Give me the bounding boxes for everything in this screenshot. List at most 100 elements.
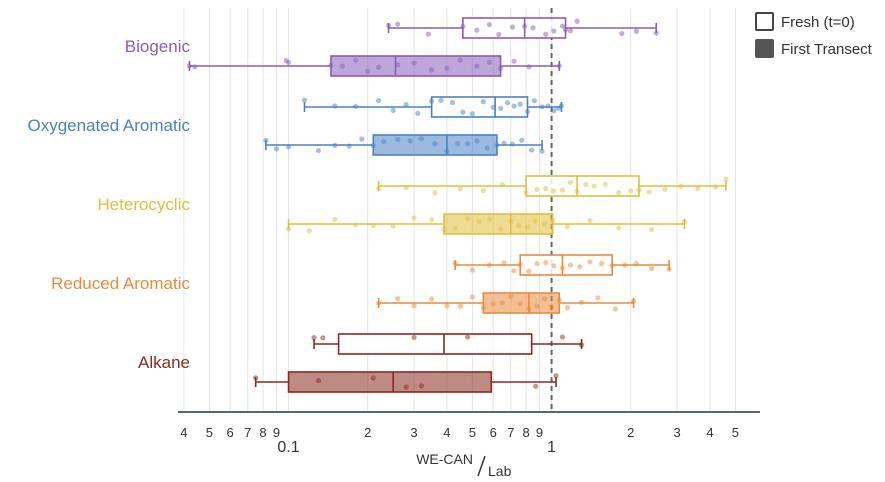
box-iqr	[287, 371, 493, 393]
data-point	[550, 217, 556, 224]
x-tick-label: 7	[244, 425, 251, 440]
data-point	[633, 28, 639, 34]
x-tick-label: 2	[627, 425, 634, 440]
data-point	[486, 216, 492, 222]
data-point	[490, 104, 496, 110]
data-point	[504, 100, 511, 106]
data-point	[353, 222, 359, 228]
x-label-denominator: Lab	[488, 463, 512, 479]
data-point	[395, 62, 401, 68]
data-point	[429, 67, 435, 73]
data-point	[370, 375, 376, 381]
data-point	[301, 97, 308, 103]
x-tick-label: 0.1	[277, 439, 299, 456]
data-point	[273, 146, 280, 152]
data-point	[315, 378, 322, 384]
data-point	[444, 148, 450, 154]
data-point	[556, 297, 562, 303]
data-point	[480, 188, 486, 194]
data-point	[285, 59, 292, 66]
category-label: Oxygenated Aromatic	[27, 116, 190, 135]
data-point	[559, 23, 566, 29]
box-transect	[265, 134, 543, 156]
data-point	[539, 148, 545, 154]
x-tick-label: 4	[443, 425, 450, 440]
data-point	[509, 24, 516, 30]
data-point	[619, 30, 625, 37]
data-point	[474, 63, 480, 69]
data-point	[332, 142, 338, 149]
data-point	[390, 107, 396, 114]
data-point	[285, 226, 292, 232]
data-point	[574, 18, 580, 24]
data-point	[695, 186, 701, 192]
legend-transect-label: First Transect	[781, 41, 873, 58]
data-point	[432, 141, 438, 147]
data-point	[559, 187, 566, 193]
data-point	[418, 136, 425, 142]
x-axis-label: WE-CAN Lab	[416, 451, 511, 479]
data-point	[486, 21, 492, 28]
data-point	[480, 99, 486, 105]
data-point	[192, 64, 198, 70]
data-point	[526, 268, 532, 274]
x-tick-label: 5	[469, 425, 476, 440]
data-point	[501, 140, 507, 146]
legend: Fresh (t=0) First Transect	[755, 12, 873, 58]
data-point	[556, 63, 562, 69]
data-point	[577, 264, 583, 270]
data-point	[390, 223, 396, 229]
data-point	[415, 110, 421, 116]
data-point	[551, 28, 557, 34]
data-point	[519, 137, 525, 143]
data-point	[636, 187, 642, 193]
data-point	[558, 103, 565, 109]
data-point	[567, 262, 574, 268]
box-transect	[254, 371, 557, 393]
data-point	[359, 136, 365, 142]
data-point	[346, 143, 352, 149]
data-point	[411, 334, 417, 341]
data-point	[533, 218, 539, 224]
box-fresh	[313, 333, 583, 355]
data-point	[628, 188, 634, 194]
data-point	[541, 221, 548, 227]
data-point	[486, 262, 492, 268]
data-point	[496, 31, 502, 38]
data-point	[429, 217, 435, 223]
data-point	[511, 268, 517, 274]
data-point	[320, 335, 326, 341]
data-point	[441, 226, 447, 233]
data-point	[403, 185, 409, 191]
data-point	[474, 27, 480, 33]
data-point	[564, 305, 571, 311]
data-point	[567, 179, 574, 186]
data-point	[678, 183, 684, 190]
data-point	[353, 103, 359, 110]
data-point	[681, 219, 688, 225]
data-point	[253, 375, 259, 381]
data-point	[653, 30, 659, 36]
data-point	[285, 144, 292, 150]
x-tick-label: 8	[259, 425, 266, 440]
data-point	[494, 142, 500, 148]
data-point	[526, 64, 532, 70]
data-point	[486, 59, 492, 65]
data-point	[595, 295, 601, 301]
data-point	[455, 140, 461, 147]
data-point	[551, 108, 557, 114]
data-point	[534, 303, 540, 309]
data-point	[332, 103, 338, 109]
data-point	[530, 25, 536, 31]
category-label: Heterocyclic	[97, 195, 190, 214]
data-point	[630, 298, 637, 304]
data-point	[465, 216, 471, 222]
data-point	[429, 98, 435, 104]
data-point	[511, 58, 517, 64]
data-point	[501, 260, 507, 266]
data-point	[511, 103, 517, 109]
data-point	[531, 98, 537, 104]
x-tick-label: 5	[206, 425, 213, 440]
boxes	[188, 17, 727, 393]
data-point	[328, 62, 334, 68]
